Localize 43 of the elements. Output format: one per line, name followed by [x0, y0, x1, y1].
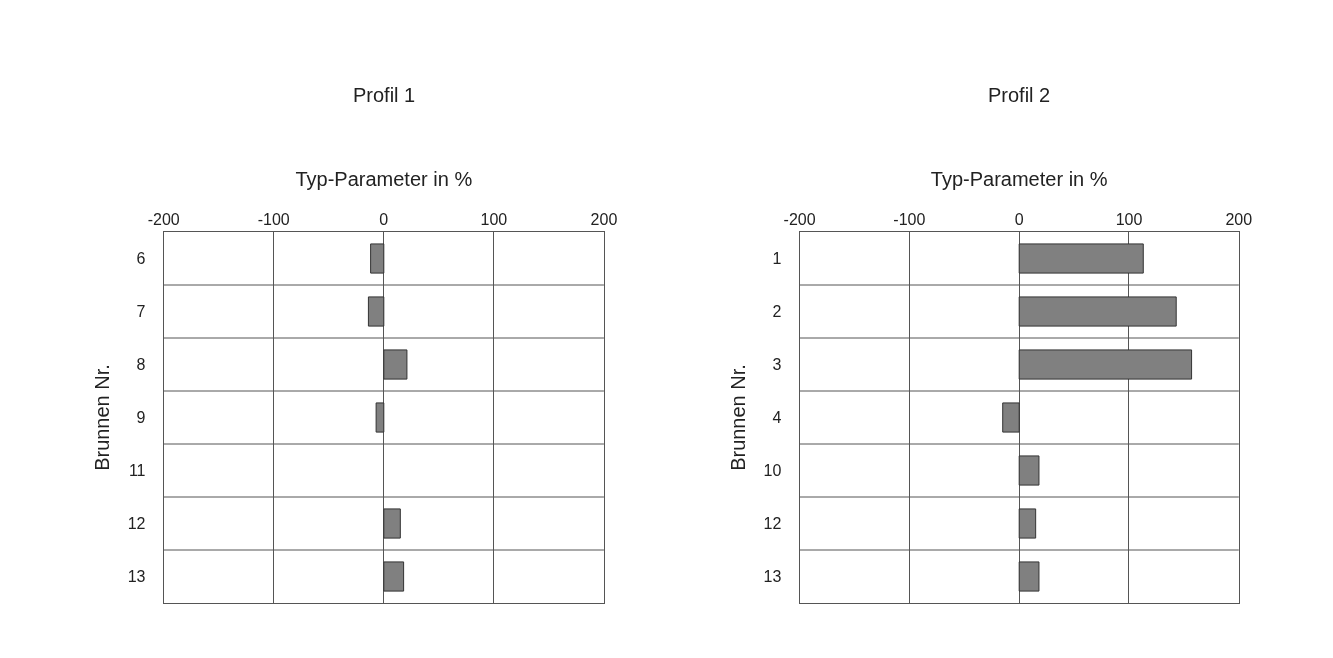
y-tick-label: 12	[127, 515, 146, 533]
x-tick-label: 200	[1225, 210, 1253, 228]
x-tick-label: -100	[893, 210, 926, 228]
x-tick-label: 200	[590, 210, 618, 228]
x-axis-title: Typ-Parameter in %	[930, 168, 1108, 191]
y-tick-label: 3	[772, 356, 782, 374]
y-tick-label: 6	[136, 250, 146, 268]
x-tick-label: -200	[783, 210, 816, 228]
bar	[367, 296, 385, 327]
bar	[1018, 296, 1177, 327]
x-axis-title: Typ-Parameter in %	[295, 168, 473, 191]
y-tick-label: 10	[763, 462, 782, 480]
y-tick-label: 11	[128, 462, 146, 480]
y-tick-label: 12	[763, 515, 782, 533]
chart-title: Profil 1	[353, 84, 416, 106]
bar	[1018, 508, 1037, 539]
x-tick-label: 100	[1115, 210, 1143, 228]
y-tick-label: 4	[772, 409, 782, 427]
y-tick-label: 13	[763, 568, 782, 586]
bar	[383, 349, 408, 380]
bar	[375, 402, 385, 433]
bar	[383, 508, 401, 539]
y-tick-label: 1	[772, 250, 782, 268]
bar	[1002, 402, 1020, 433]
chart-title: Profil 2	[988, 84, 1051, 106]
x-tick-label: 0	[1014, 210, 1024, 228]
y-tick-label: 2	[772, 303, 782, 321]
y-tick-label: 13	[127, 568, 146, 586]
y-tick-label: 8	[136, 356, 146, 374]
bar	[1018, 561, 1040, 592]
bar	[370, 243, 385, 274]
y-axis-title: Brunnen Nr.	[727, 364, 750, 471]
x-tick-label: 100	[480, 210, 508, 228]
y-tick-label: 9	[136, 409, 146, 427]
bar	[1018, 243, 1144, 274]
bar	[1018, 455, 1040, 486]
y-tick-label: 7	[136, 303, 146, 321]
bar	[1018, 349, 1193, 380]
bar	[383, 561, 405, 592]
x-tick-label: -100	[257, 210, 290, 228]
y-axis-title: Brunnen Nr.	[91, 364, 114, 471]
x-tick-label: -200	[147, 210, 180, 228]
x-tick-label: 0	[379, 210, 389, 228]
